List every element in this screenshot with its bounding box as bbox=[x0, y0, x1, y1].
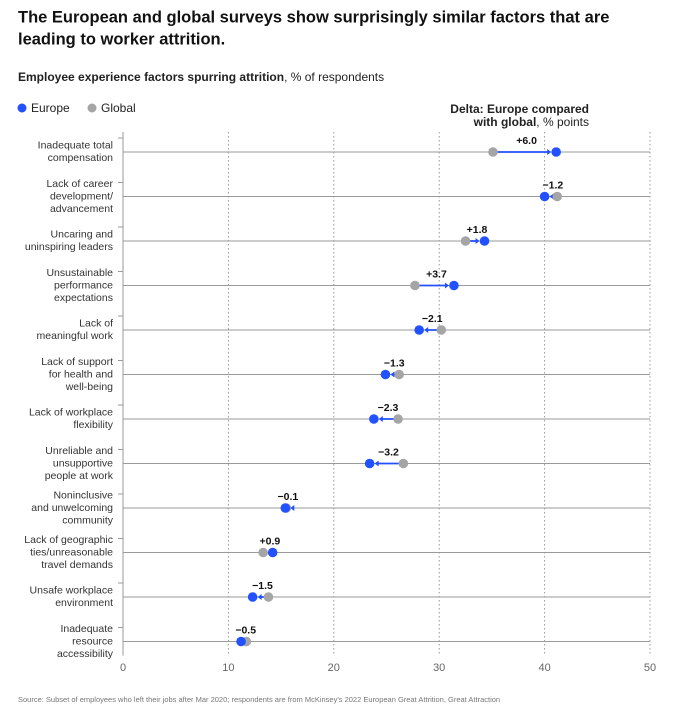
category-label: Lack of career bbox=[46, 178, 113, 190]
global-dot bbox=[394, 369, 404, 380]
source-note: Source: Subset of employees who left the… bbox=[18, 695, 500, 704]
x-tick-label: 10 bbox=[222, 662, 234, 674]
delta-label: −1.5 bbox=[252, 580, 273, 592]
category-label: community bbox=[62, 514, 114, 526]
delta-label: −0.5 bbox=[235, 624, 256, 636]
subtitle-main: Employee experience factors spurring att… bbox=[18, 70, 284, 84]
delta-arrowhead bbox=[549, 193, 554, 200]
delta-label: +0.9 bbox=[260, 535, 281, 547]
category-label: Lack of support bbox=[41, 356, 113, 368]
europe-dot bbox=[364, 458, 375, 469]
delta-arrowhead bbox=[424, 327, 429, 333]
delta-arrowhead bbox=[378, 416, 383, 422]
category-label: unsupportive bbox=[53, 457, 113, 469]
x-tick-label: 40 bbox=[538, 662, 550, 674]
delta-arrowhead bbox=[257, 594, 262, 600]
global-dot bbox=[460, 236, 471, 246]
subtitle: Employee experience factors spurring att… bbox=[18, 70, 384, 84]
delta-arrowhead bbox=[444, 282, 449, 289]
global-dot bbox=[410, 280, 420, 291]
category-label: development/ bbox=[50, 190, 113, 202]
global-dot bbox=[393, 414, 403, 424]
category-label: accessibility bbox=[57, 648, 114, 660]
delta-arrowhead bbox=[475, 238, 480, 244]
legend-swatch bbox=[17, 103, 27, 113]
europe-dot bbox=[551, 147, 561, 157]
category-label: compensation bbox=[48, 152, 114, 164]
delta-arrowhead bbox=[547, 149, 552, 155]
global-dot bbox=[263, 592, 274, 602]
category-label: resource bbox=[72, 635, 113, 647]
category-label: advancement bbox=[50, 203, 113, 215]
delta-arrowhead bbox=[390, 371, 395, 378]
legend-label: Global bbox=[101, 101, 136, 115]
category-label: Uncaring and bbox=[51, 229, 114, 241]
category-label: Unsafe workplace bbox=[30, 585, 114, 597]
legend-label: Europe bbox=[31, 101, 70, 115]
europe-dot bbox=[247, 592, 258, 602]
delta-label: +6.0 bbox=[516, 135, 537, 147]
x-tick-label: 30 bbox=[433, 662, 445, 674]
europe-dot bbox=[414, 325, 424, 335]
category-label: performance bbox=[54, 279, 113, 291]
chart-title-line: The European and global surveys show sur… bbox=[18, 8, 609, 26]
delta-label: +3.7 bbox=[426, 268, 447, 280]
delta-label: −3.2 bbox=[378, 446, 399, 458]
europe-dot bbox=[449, 280, 459, 291]
category-label: uninspiring leaders bbox=[25, 241, 113, 253]
category-label: flexibility bbox=[73, 419, 113, 431]
delta-label: −1.3 bbox=[384, 357, 405, 369]
legend-swatch bbox=[87, 103, 97, 113]
delta-header-part: with global bbox=[473, 115, 537, 129]
delta-header-unit: , % points bbox=[536, 115, 589, 129]
category-label: people at work bbox=[45, 470, 114, 482]
europe-dot bbox=[236, 636, 246, 647]
category-label: Inadequate total bbox=[38, 140, 113, 152]
category-label: well-being bbox=[65, 381, 113, 393]
x-tick-label: 20 bbox=[328, 662, 340, 674]
delta-label: −2.1 bbox=[422, 313, 443, 325]
category-label: environment bbox=[55, 597, 113, 609]
category-label: Lack of geographic bbox=[24, 534, 113, 546]
delta-label: −1.2 bbox=[543, 179, 564, 191]
europe-dot bbox=[380, 369, 391, 380]
x-tick-label: 50 bbox=[644, 662, 656, 674]
category-label: and unwelcoming bbox=[31, 502, 113, 514]
europe-dot bbox=[369, 414, 379, 424]
category-label: for health and bbox=[49, 368, 113, 380]
category-label: Unreliable and bbox=[45, 445, 113, 457]
category-label: Inadequate bbox=[60, 623, 113, 635]
category-label: expectations bbox=[54, 292, 113, 304]
global-dot bbox=[436, 325, 447, 335]
delta-header-line: Delta: Europe compared bbox=[450, 102, 589, 116]
europe-dot bbox=[280, 503, 291, 513]
delta-label: +1.8 bbox=[467, 224, 488, 236]
global-dot bbox=[552, 191, 563, 202]
delta-label: −2.3 bbox=[378, 402, 399, 414]
category-label: Lack of workplace bbox=[29, 407, 113, 419]
europe-dot bbox=[539, 191, 550, 202]
category-label: Unsustainable bbox=[46, 267, 113, 279]
europe-dot bbox=[479, 236, 490, 246]
category-label: meaningful work bbox=[37, 330, 114, 342]
x-tick-label: 0 bbox=[120, 662, 126, 674]
category-label: Lack of bbox=[79, 318, 113, 330]
global-dot bbox=[258, 547, 268, 558]
delta-header-line: with global, % points bbox=[473, 115, 589, 129]
category-label: travel demands bbox=[41, 559, 113, 571]
delta-arrowhead bbox=[290, 505, 295, 511]
category-label: ties/unreasonable bbox=[30, 546, 113, 558]
category-label: Noninclusive bbox=[53, 489, 113, 501]
europe-dot bbox=[267, 547, 278, 558]
delta-label: −0.1 bbox=[277, 491, 298, 503]
subtitle-unit: , % of respondents bbox=[284, 70, 384, 84]
global-dot bbox=[488, 147, 498, 157]
delta-arrowhead bbox=[374, 460, 379, 467]
global-dot bbox=[398, 458, 409, 469]
chart-title-line: leading to worker attrition. bbox=[18, 30, 225, 48]
